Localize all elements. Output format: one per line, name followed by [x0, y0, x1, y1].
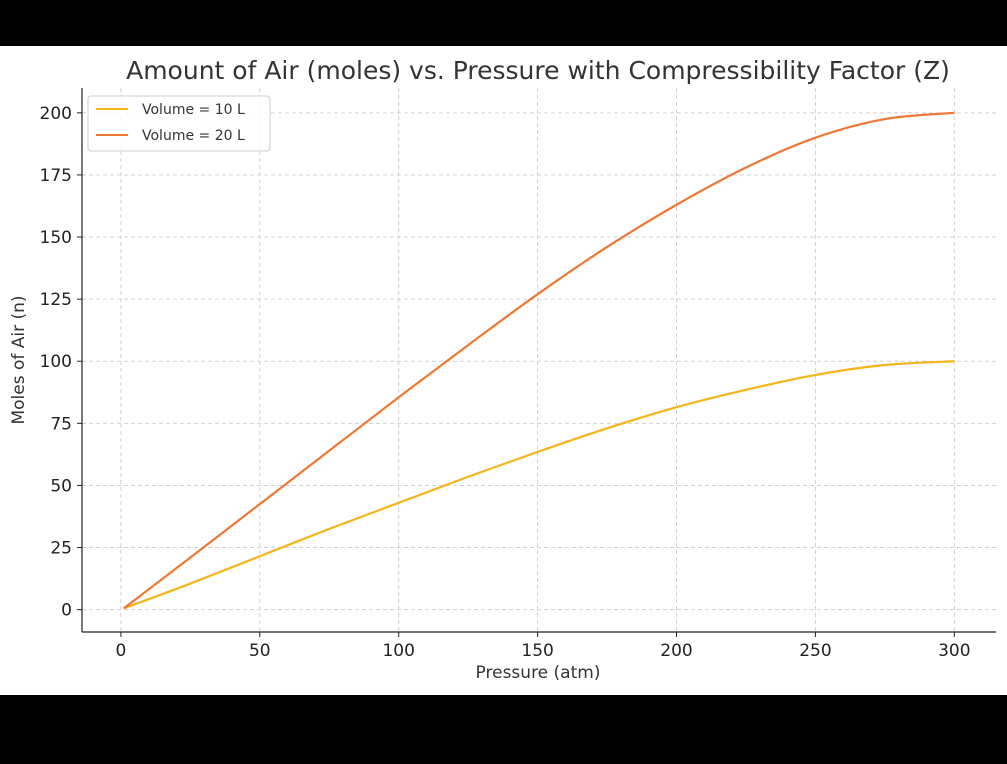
x-tick-label: 0 — [115, 641, 126, 661]
tick-labels: 0 50 100 150 200 250 300 0 25 50 75 100 125 150 175 200 — [40, 104, 971, 661]
legend: Volume = 10 L Volume = 20 L — [87, 95, 271, 152]
grid — [82, 88, 996, 632]
y-tick-label: 100 — [40, 352, 72, 372]
y-axis-label: Moles of Air (n) — [9, 295, 29, 424]
axes — [77, 88, 996, 637]
y-tick-label: 125 — [40, 290, 72, 310]
x-tick-label: 250 — [799, 641, 831, 661]
x-tick-label: 100 — [382, 641, 414, 661]
bottom-letterbox — [0, 695, 1007, 764]
y-tick-label: 200 — [40, 104, 72, 124]
x-tick-label: 300 — [938, 641, 970, 661]
x-tick-label: 50 — [249, 641, 271, 661]
x-axis-label: Pressure (atm) — [476, 663, 601, 683]
y-tick-label: 0 — [61, 601, 72, 621]
series-lines — [123, 111, 955, 610]
y-tick-label: 50 — [50, 476, 72, 496]
legend-label-series-2: Volume = 20 L — [142, 128, 245, 144]
top-letterbox — [0, 0, 1007, 46]
legend-label-series-1: Volume = 10 L — [142, 102, 245, 118]
chart-figure: 0 50 100 150 200 250 300 0 25 50 75 100 125 150 175 200… — [0, 46, 1007, 695]
y-tick-label: 175 — [40, 166, 72, 186]
series-line-1 — [123, 360, 955, 610]
legend-box — [87, 95, 271, 152]
y-tick-label: 25 — [50, 539, 72, 559]
series-line-2 — [123, 111, 955, 610]
line-chart: 0 50 100 150 200 250 300 0 25 50 75 100 125 150 175 200… — [9, 56, 996, 683]
x-tick-label: 150 — [521, 641, 553, 661]
chart-title: Amount of Air (moles) vs. Pressure with … — [126, 56, 950, 85]
y-tick-label: 75 — [50, 414, 72, 434]
x-tick-label: 200 — [660, 641, 692, 661]
y-tick-label: 150 — [40, 228, 72, 248]
